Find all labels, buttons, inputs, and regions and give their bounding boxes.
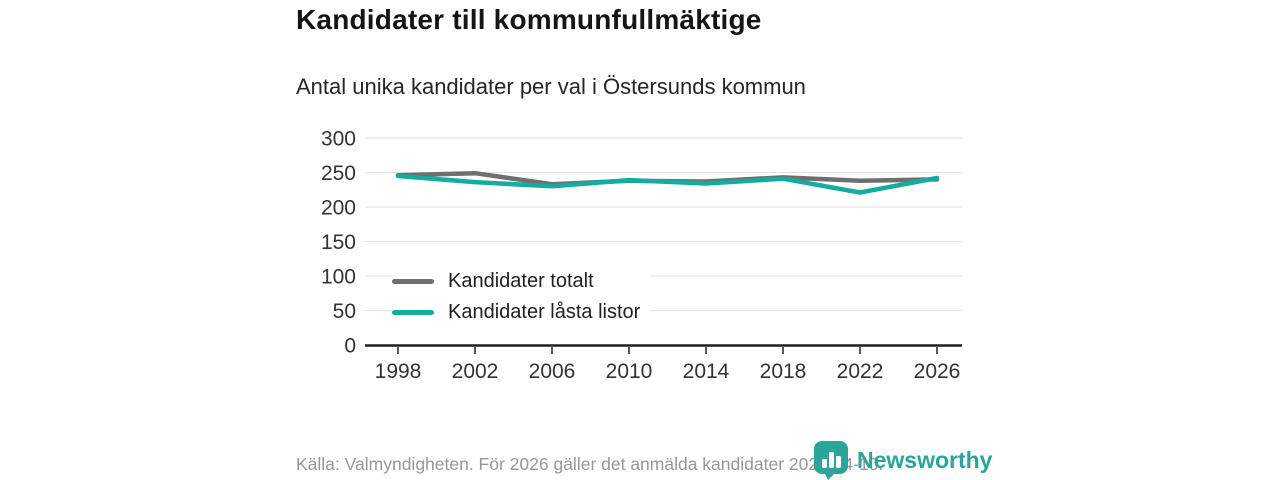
legend-row-totalt: Kandidater totalt (392, 266, 651, 296)
legend-row-lasta-listor: Kandidater låsta listor (392, 297, 651, 327)
y-tick-label: 0 (344, 335, 356, 358)
y-tick-label: 200 (321, 197, 356, 220)
series-line-lasta-listor (395, 173, 940, 195)
chart-title: Kandidater till kommunfullmäktige (296, 4, 762, 35)
newsworthy-logo: Newsworthy (812, 440, 992, 480)
y-tick-label: 50 (333, 300, 356, 323)
x-tick-label: 2022 (837, 360, 884, 383)
chart-legend: Kandidater totalt Kandidater låsta listo… (392, 266, 651, 327)
bar-chart-speech-bubble-icon (814, 441, 848, 480)
y-tick-label: 150 (321, 231, 356, 254)
x-tick-label: 1998 (375, 360, 422, 383)
newsworthy-wordmark: Newsworthy (857, 446, 993, 473)
legend-label-lasta-listor: Kandidater låsta listor (448, 300, 641, 323)
y-tick-label: 300 (321, 128, 356, 151)
x-tick-label: 2010 (606, 360, 653, 383)
x-tick-label: 2006 (529, 360, 576, 383)
y-tick-label: 100 (321, 266, 356, 289)
source-note: Källa: Valmyndigheten. För 2026 gäller d… (296, 454, 884, 474)
x-tick-label: 2026 (914, 360, 961, 383)
y-tick-label: 250 (321, 162, 356, 185)
chart-subtitle: Antal unika kandidater per val i Östersu… (296, 74, 806, 99)
legend-swatch-gray (392, 278, 434, 284)
legend-label-totalt: Kandidater totalt (448, 269, 594, 292)
x-tick-label: 2014 (683, 360, 730, 383)
x-tick-label: 2002 (452, 360, 499, 383)
x-tick-label: 2018 (760, 360, 807, 383)
legend-swatch-teal (392, 309, 434, 315)
